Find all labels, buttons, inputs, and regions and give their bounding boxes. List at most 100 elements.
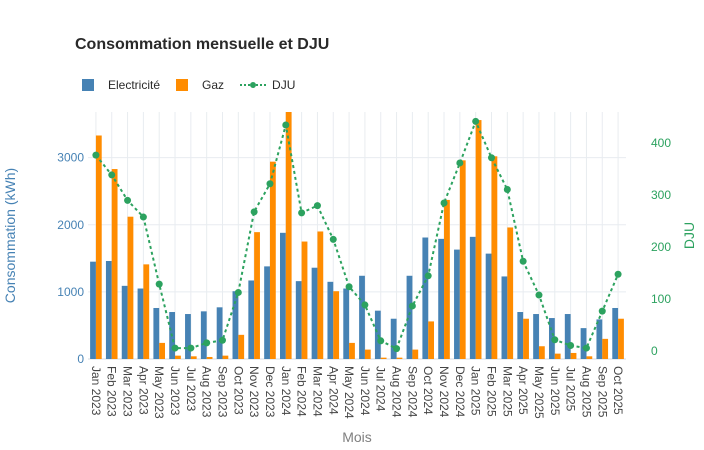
bar-electricite (390, 318, 397, 359)
bar-gaz (222, 355, 229, 359)
bar-electricite (596, 319, 603, 359)
point-dju (472, 117, 480, 125)
x-tick-label: Jul 2023 (184, 366, 198, 412)
x-tick-label: Jan 2023 (89, 366, 103, 416)
legend-swatch-electricite (82, 79, 94, 91)
point-dju (266, 180, 274, 188)
bar-gaz (507, 227, 514, 359)
bar-gaz (618, 318, 624, 359)
bar-gaz (602, 338, 609, 359)
x-tick-label: Oct 2025 (611, 366, 625, 415)
x-tick-label: Oct 2024 (421, 366, 435, 415)
x-tick-label: Sep 2025 (595, 366, 609, 418)
bar-gaz (333, 291, 340, 359)
bar-gaz (190, 356, 197, 359)
y-tick-label: 2000 (57, 218, 84, 232)
bar-gaz (285, 112, 292, 359)
bar-electricite (327, 281, 334, 359)
legend-label-gaz: Gaz (202, 78, 225, 92)
bar-gaz (269, 161, 276, 359)
x-tick-label: Jul 2024 (374, 366, 388, 412)
point-dju (187, 344, 195, 352)
x-tick-label: Aug 2025 (579, 366, 593, 418)
bar-electricite (612, 307, 619, 359)
legend-item-electricite[interactable]: Electricité (82, 78, 160, 92)
point-dju (408, 302, 416, 310)
chart-title: Consommation mensuelle et DJU (75, 36, 330, 53)
x-tick-label: Feb 2024 (295, 366, 309, 417)
x-tick-label: Nov 2024 (437, 366, 451, 418)
bar-gaz (475, 120, 482, 359)
x-tick-label: Mar 2025 (500, 366, 514, 417)
point-dju (503, 185, 511, 193)
bar-gaz (428, 321, 435, 359)
y-tick-label: 1000 (57, 285, 84, 299)
x-tick-label: Jul 2025 (564, 366, 578, 412)
bar-gaz (523, 318, 529, 359)
point-dju (313, 202, 321, 210)
x-tick-label: Oct 2023 (231, 366, 245, 415)
x-tick-label: May 2024 (342, 366, 356, 419)
point-dju (361, 301, 369, 309)
point-dju (424, 272, 432, 280)
point-dju (614, 270, 622, 278)
legend-item-gaz[interactable]: Gaz (176, 78, 224, 92)
bar-electricite (422, 237, 429, 359)
y-tick-label: 0 (77, 352, 84, 366)
bar-gaz (364, 349, 371, 359)
bar-electricite (295, 281, 302, 359)
point-dju (139, 213, 147, 221)
bar-electricite (153, 307, 160, 359)
legend-label-dju: DJU (272, 78, 296, 92)
x-tick-label: Dec 2023 (263, 366, 277, 418)
bar-gaz (349, 342, 355, 359)
bar-gaz (301, 241, 308, 359)
bar-gaz (95, 135, 102, 359)
point-dju (124, 196, 132, 204)
x-tick-label: Dec 2024 (453, 366, 467, 418)
bar-electricite (580, 328, 587, 359)
x-tick-label: Sep 2024 (405, 366, 419, 418)
x-tick-label: Jan 2024 (279, 366, 293, 416)
bar-electricite (533, 314, 539, 359)
point-dju (440, 199, 448, 207)
legend-swatch-dju (240, 79, 267, 91)
bar-gaz (206, 356, 213, 359)
y2-tick-label: 0 (651, 344, 658, 358)
bar-electricite (343, 288, 350, 359)
bar-gaz (570, 352, 577, 359)
y-tick-label: 3000 (57, 151, 84, 165)
bar-gaz (317, 231, 324, 359)
bar-electricite (248, 280, 255, 359)
bar-electricite (438, 238, 445, 359)
bar-electricite (279, 232, 286, 359)
bar-electricite (200, 311, 207, 359)
y2-tick-label: 300 (651, 188, 671, 202)
point-dju (377, 337, 385, 345)
bar-electricite (137, 288, 144, 359)
bar-electricite (311, 267, 318, 359)
bar-electricite (374, 310, 381, 359)
point-dju (329, 235, 337, 243)
legend-swatch-gaz (176, 79, 189, 91)
x-tick-label: Apr 2023 (136, 366, 150, 415)
bar-gaz (444, 199, 450, 359)
bar-gaz (238, 334, 245, 359)
legend-label-electricite: Electricité (108, 78, 161, 92)
x-tick-label: Nov 2023 (247, 366, 261, 418)
bar-electricite (105, 261, 112, 359)
point-dju (250, 208, 258, 216)
point-dju (298, 209, 306, 217)
x-tick-label: Jun 2024 (358, 366, 372, 416)
legend-item-dju[interactable]: DJU (240, 78, 295, 92)
point-dju (488, 154, 495, 162)
point-dju (456, 159, 464, 167)
line-dju (95, 118, 620, 350)
x-tick-label: Aug 2024 (390, 366, 404, 418)
x-tick-label: Mar 2024 (310, 366, 324, 417)
x-tick-label: Jun 2025 (548, 366, 562, 416)
x-tick-label: May 2025 (532, 366, 546, 419)
x-tick-label: Apr 2024 (326, 366, 340, 415)
bar-gaz (554, 353, 561, 359)
